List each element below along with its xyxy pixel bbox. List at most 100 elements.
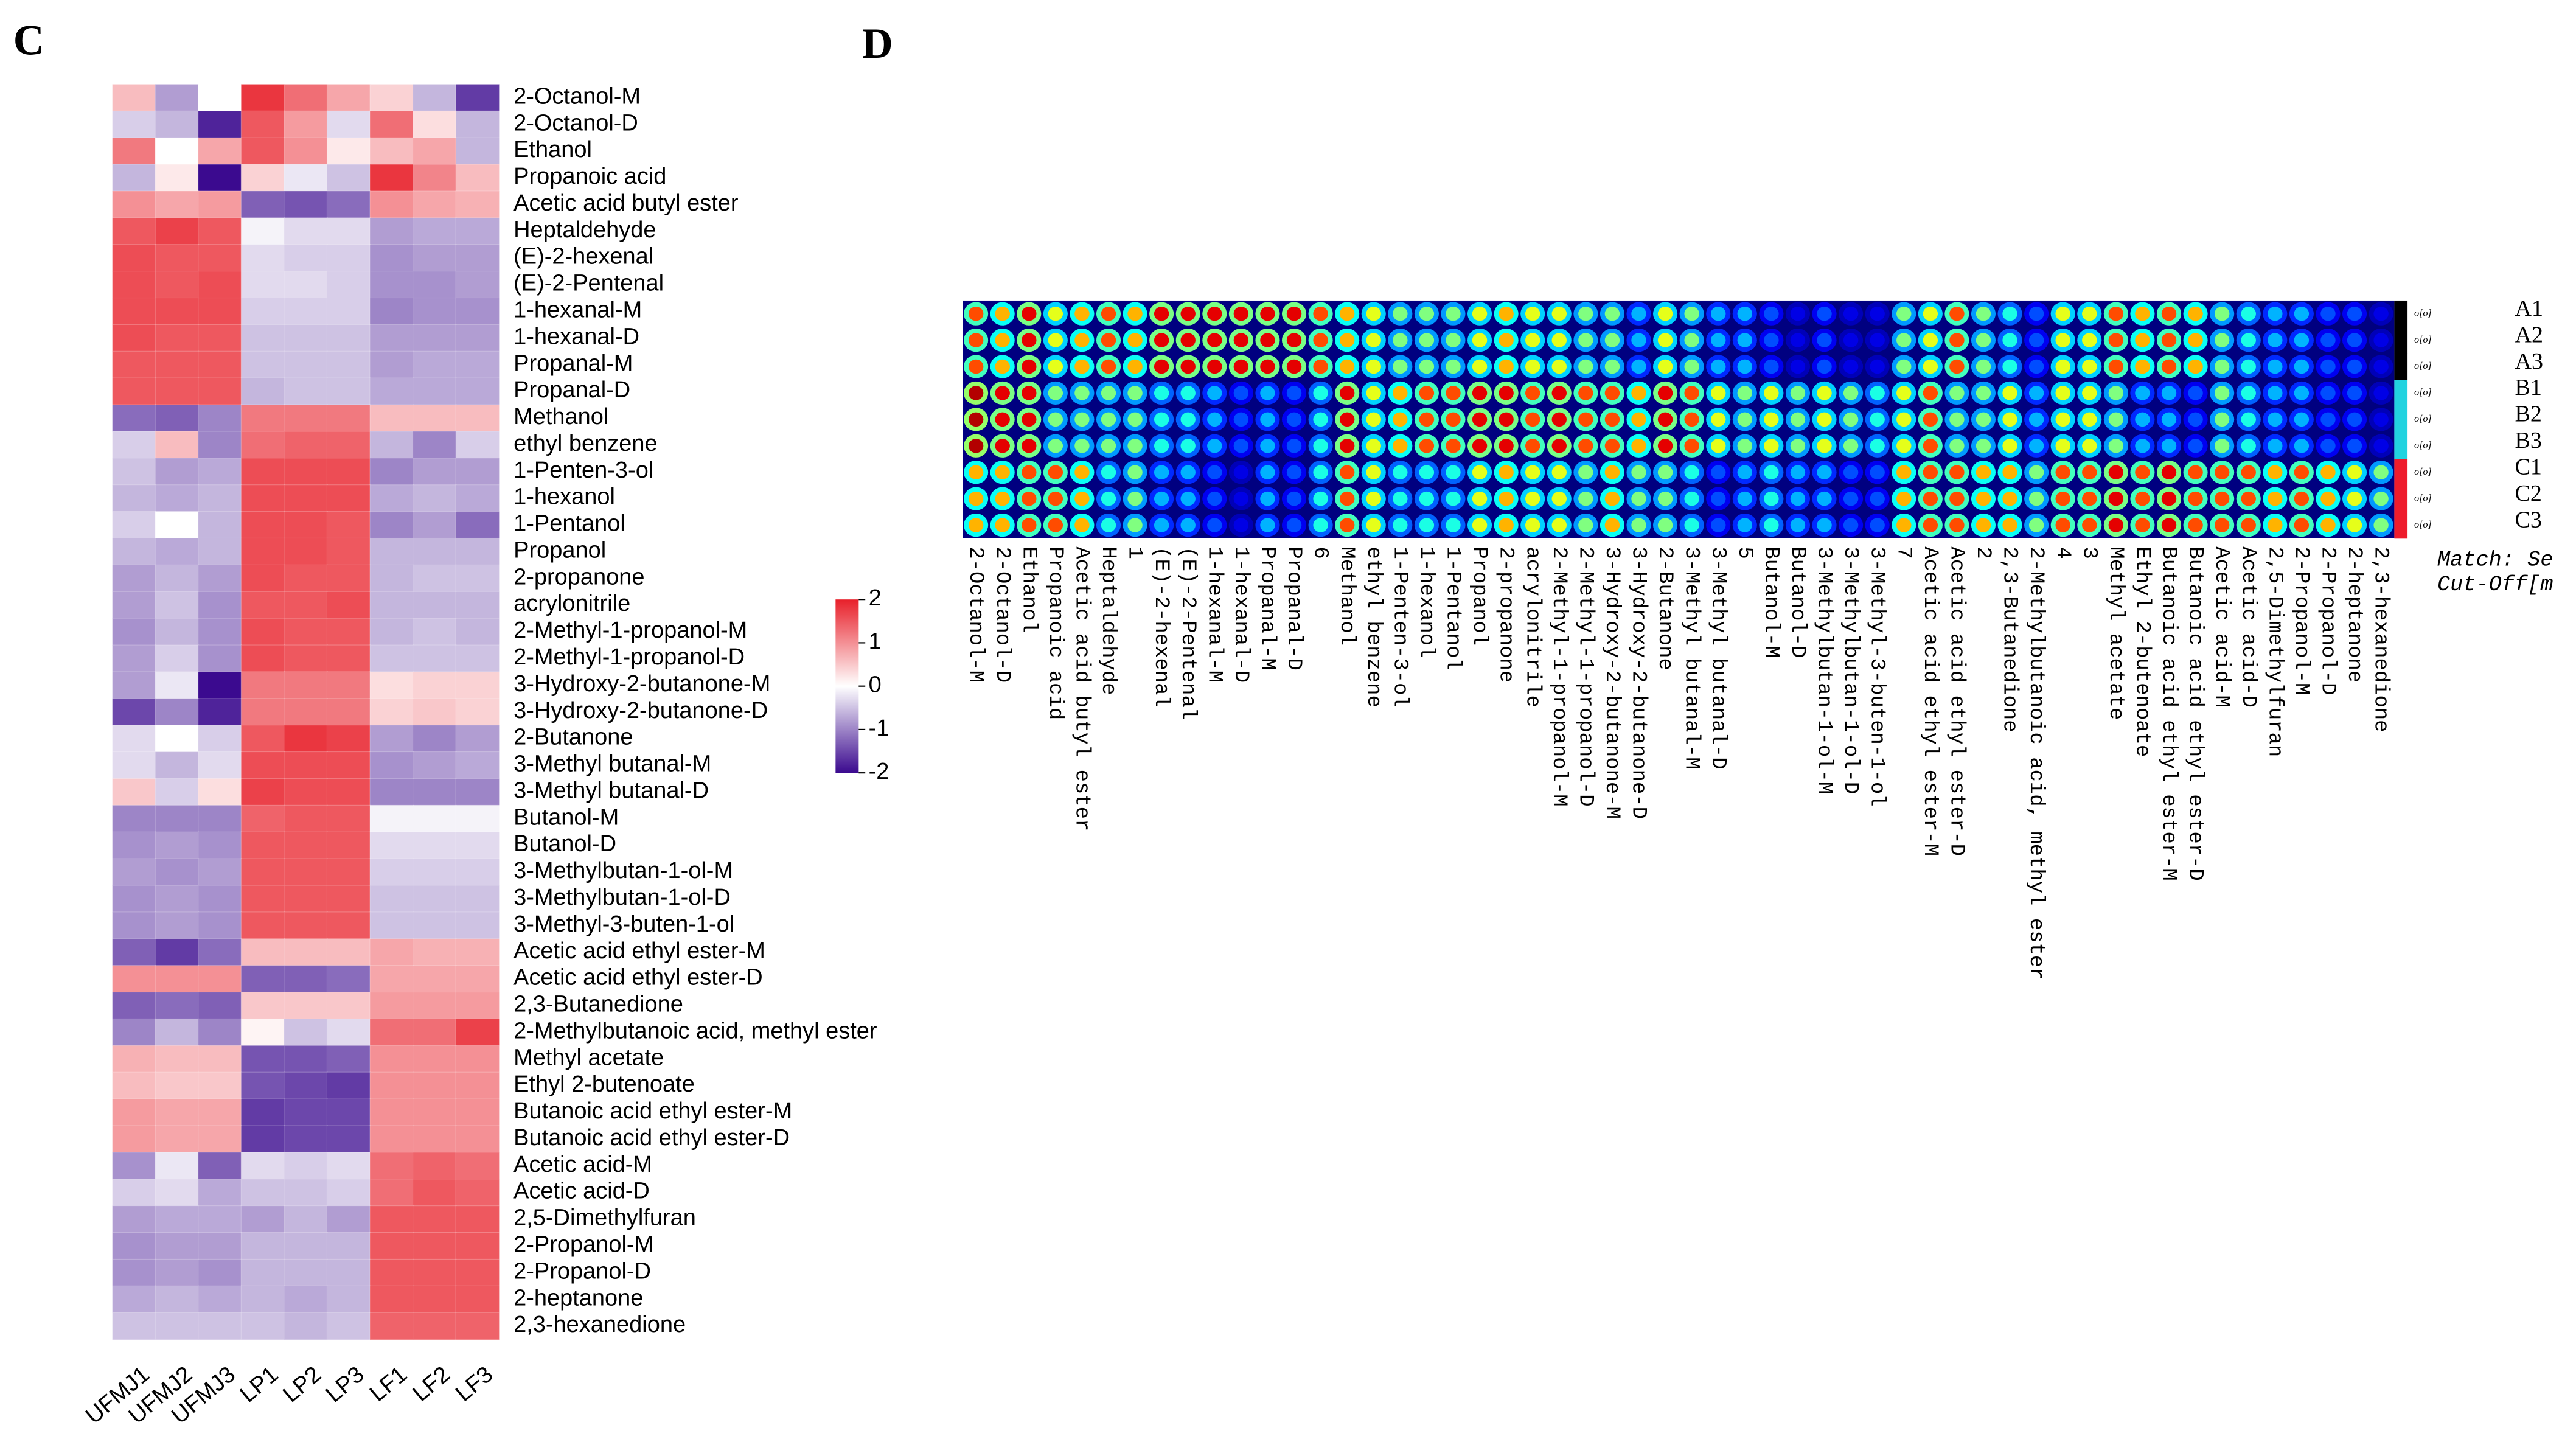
spot xyxy=(1286,359,1302,374)
heat-cell xyxy=(155,1125,200,1154)
row-tag: o[o] xyxy=(2414,333,2432,345)
spot xyxy=(1339,333,1355,347)
spot xyxy=(1233,333,1249,347)
heat-cell xyxy=(240,431,285,459)
spot xyxy=(1419,439,1435,453)
spot xyxy=(2320,412,2336,427)
heat-cell xyxy=(198,1152,242,1180)
spot xyxy=(1711,306,1726,321)
column-label: 2-Propanol-D xyxy=(2316,546,2339,695)
spot xyxy=(1896,386,1912,400)
spot xyxy=(2188,465,2203,479)
heat-cell xyxy=(240,1045,285,1073)
heat-cell xyxy=(112,458,156,486)
heat-cell xyxy=(369,1205,414,1233)
colorbar-label: 1 xyxy=(869,629,882,654)
column-label: Acetic acid butyl ester xyxy=(1070,546,1093,831)
spot xyxy=(1419,333,1435,347)
spot xyxy=(1790,333,1806,347)
heat-cell xyxy=(369,1152,414,1180)
spot xyxy=(2055,465,2070,479)
heat-cell xyxy=(155,698,200,726)
spot xyxy=(1737,518,1753,532)
heat-cell xyxy=(240,1071,285,1100)
heat-cell xyxy=(198,297,242,326)
spot xyxy=(1525,518,1540,532)
spot xyxy=(1286,306,1302,321)
spot xyxy=(2108,439,2124,453)
spot xyxy=(995,306,1010,321)
heat-cell xyxy=(112,137,156,166)
spot xyxy=(2161,386,2177,400)
heat-cell xyxy=(455,698,500,726)
heat-cell xyxy=(413,1258,457,1287)
spot xyxy=(2268,518,2283,532)
spot xyxy=(1870,465,1885,479)
heat-cell xyxy=(326,965,371,993)
heat-cell xyxy=(155,1205,200,1233)
spot xyxy=(1896,491,1912,506)
heat-cell xyxy=(284,831,328,860)
spot xyxy=(1817,333,1832,347)
spot xyxy=(2347,491,2362,506)
heat-cell xyxy=(112,110,156,139)
heat-cell xyxy=(413,537,457,566)
column-label: 4 xyxy=(2051,546,2074,559)
heat-cell xyxy=(155,858,200,887)
spot xyxy=(2214,333,2230,347)
heat-cell xyxy=(284,244,328,272)
heat-cell xyxy=(112,965,156,993)
heat-cell xyxy=(284,698,328,726)
heat-cell xyxy=(369,271,414,299)
spot xyxy=(1339,518,1355,532)
spot xyxy=(2241,333,2256,347)
column-label: 3-Hydroxy-2-butanone-M xyxy=(1600,546,1623,819)
spot xyxy=(2214,412,2230,427)
spot xyxy=(2214,359,2230,374)
heat-cell xyxy=(155,164,200,192)
heat-cell xyxy=(112,858,156,887)
heat-cell xyxy=(369,938,414,967)
spot xyxy=(1101,333,1116,347)
spot xyxy=(1657,333,1673,347)
note: Match: Se xyxy=(2437,548,2553,572)
heat-cell xyxy=(455,537,500,566)
spot xyxy=(1737,386,1753,400)
spot xyxy=(2108,491,2124,506)
spot xyxy=(1790,465,1806,479)
spot xyxy=(2002,412,2017,427)
heat-cell xyxy=(198,324,242,352)
heat-cell xyxy=(455,1098,500,1127)
heat-cell xyxy=(413,1045,457,1073)
spot xyxy=(1711,412,1726,427)
heat-cell xyxy=(413,965,457,993)
spot xyxy=(1366,306,1381,321)
heat-cell xyxy=(455,83,500,112)
heat-cell xyxy=(369,1258,414,1287)
column-label: (E)-2-hexenal xyxy=(1149,546,1172,708)
heat-cell xyxy=(240,297,285,326)
column-label: 3 xyxy=(2077,546,2100,559)
heat-cell xyxy=(198,1125,242,1154)
spot xyxy=(2373,518,2389,532)
spot xyxy=(2347,412,2362,427)
group-strip xyxy=(2394,406,2408,433)
column-label: 6 xyxy=(1309,546,1332,559)
column-label: (E)-2-Pentenal xyxy=(1176,546,1199,720)
heat-cell xyxy=(112,698,156,726)
spot xyxy=(1578,359,1593,374)
row-label: Acetic acid-D xyxy=(513,1179,650,1204)
spot xyxy=(1260,386,1275,400)
column-label: Propanal-D xyxy=(1282,546,1305,670)
spot xyxy=(1313,386,1328,400)
spot xyxy=(2161,333,2177,347)
heat-cell xyxy=(455,965,500,993)
row-label: (E)-2-Pentenal xyxy=(513,271,664,296)
row-label: A2 xyxy=(2515,322,2543,347)
heat-cell xyxy=(112,992,156,1020)
heat-cell xyxy=(326,911,371,940)
spot xyxy=(2294,306,2310,321)
column-label: 2,3-Butanedione xyxy=(1998,546,2021,732)
panel-label: C xyxy=(13,16,44,64)
heat-cell xyxy=(240,1205,285,1233)
